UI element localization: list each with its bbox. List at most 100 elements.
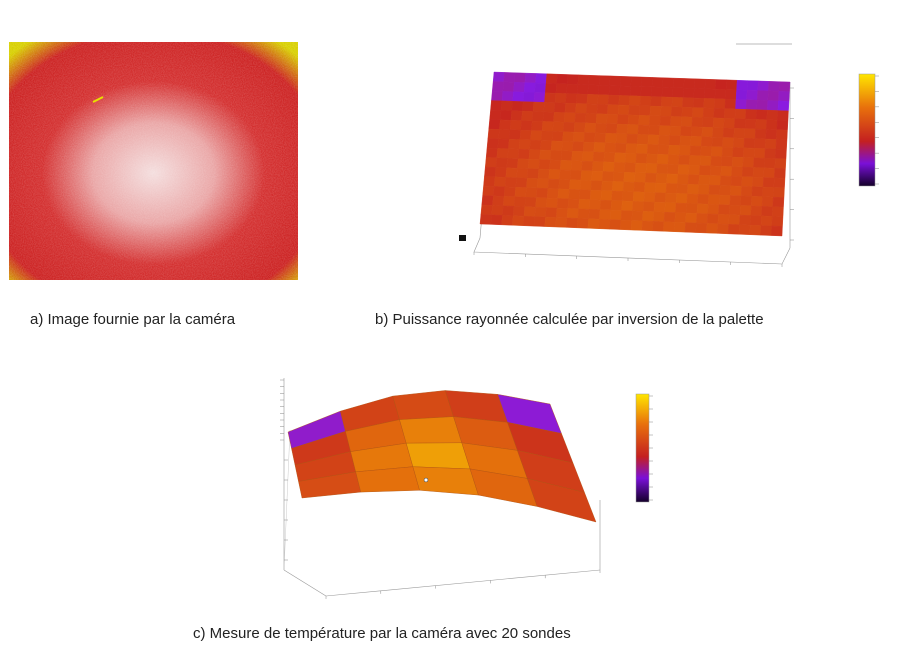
power-cell <box>568 189 581 200</box>
power-cell <box>688 164 701 176</box>
power-cell <box>587 218 600 229</box>
power-cell <box>603 152 616 163</box>
power-cell <box>723 118 736 129</box>
power-cell <box>488 119 501 130</box>
power-cell <box>632 201 645 212</box>
power-cell <box>561 141 574 152</box>
power-cell <box>573 122 586 133</box>
power-cell <box>515 177 528 188</box>
power-cell <box>541 121 554 132</box>
power-cell <box>532 101 545 113</box>
power-cell <box>778 91 790 102</box>
power-cell <box>598 218 611 230</box>
power-cell <box>506 158 519 169</box>
power-cell <box>743 147 755 159</box>
power-cell <box>576 84 589 95</box>
power-cell <box>482 185 495 197</box>
power-cell <box>492 195 505 207</box>
power-cell <box>685 203 698 214</box>
power-cell <box>588 208 601 220</box>
power-cell <box>734 108 747 120</box>
power-cell <box>514 72 526 83</box>
power-cell <box>615 133 628 144</box>
power-cell <box>500 110 512 121</box>
power-cell <box>524 196 537 208</box>
power-cell <box>670 106 683 117</box>
power-cell <box>480 204 493 216</box>
power-cell <box>542 111 555 122</box>
power-cell <box>627 124 639 135</box>
power-cell <box>757 80 770 92</box>
power-cell <box>513 196 526 207</box>
power-cell <box>776 119 789 131</box>
power-cell <box>732 137 745 149</box>
power-cell <box>681 106 694 118</box>
power-cell <box>610 200 623 211</box>
power-cell <box>509 120 522 131</box>
power-cell <box>593 142 606 153</box>
power-cell <box>776 129 788 140</box>
power-cell <box>531 111 544 122</box>
power-cell <box>700 146 713 157</box>
power-cell <box>540 130 553 142</box>
power-cell <box>679 145 691 156</box>
power-cell <box>624 162 637 173</box>
power-cell <box>754 128 767 140</box>
power-cell <box>717 214 730 225</box>
power-cell <box>746 89 758 101</box>
power-cell <box>669 125 682 137</box>
power-cell <box>533 216 546 227</box>
power-cell <box>676 183 689 195</box>
power-cell <box>756 90 769 101</box>
power-cell <box>484 166 497 178</box>
power-cell <box>775 139 788 150</box>
power-cell <box>755 119 767 130</box>
power-cell <box>713 108 726 119</box>
power-cell <box>535 197 548 208</box>
power-cell <box>732 147 745 158</box>
power-cell <box>673 221 686 233</box>
power-cell <box>686 193 699 205</box>
camera-image-panel <box>9 42 298 280</box>
power-cell <box>672 87 684 98</box>
power-cell <box>518 139 531 150</box>
power-cell <box>675 202 688 214</box>
power-cell <box>777 100 790 112</box>
power-cell <box>585 103 598 114</box>
power-cell <box>490 100 503 111</box>
power-cell <box>617 114 629 125</box>
power-cell <box>651 86 663 98</box>
power-cell <box>620 210 633 221</box>
power-cell <box>709 165 722 177</box>
power-cell <box>504 177 517 188</box>
probe-cell <box>526 478 597 523</box>
power-cell <box>503 196 516 207</box>
colorbar <box>858 73 876 187</box>
power-cell <box>589 189 602 201</box>
power-cell <box>756 99 769 111</box>
power-cell <box>544 216 557 228</box>
power-cell <box>650 96 663 107</box>
power-cell <box>760 215 773 227</box>
power-cell <box>592 151 605 163</box>
probe-marker <box>423 477 429 483</box>
power-cell <box>494 176 507 188</box>
power-cell <box>690 126 703 137</box>
power-cell <box>502 81 515 92</box>
power-cell <box>763 167 776 179</box>
power-cell <box>743 138 756 149</box>
power-cell <box>513 82 526 93</box>
power-cell <box>569 170 582 181</box>
power-cell <box>553 112 566 123</box>
power-cell <box>675 193 688 204</box>
power-cell <box>572 131 585 143</box>
power-cell <box>617 104 630 116</box>
power-cell <box>704 78 717 90</box>
power-cell <box>481 195 494 206</box>
power-cell <box>656 163 669 175</box>
power-cell <box>635 153 648 164</box>
probe-cell <box>412 466 479 496</box>
power-cell <box>714 88 727 100</box>
power-cell <box>744 118 757 130</box>
power-cell <box>753 157 765 169</box>
